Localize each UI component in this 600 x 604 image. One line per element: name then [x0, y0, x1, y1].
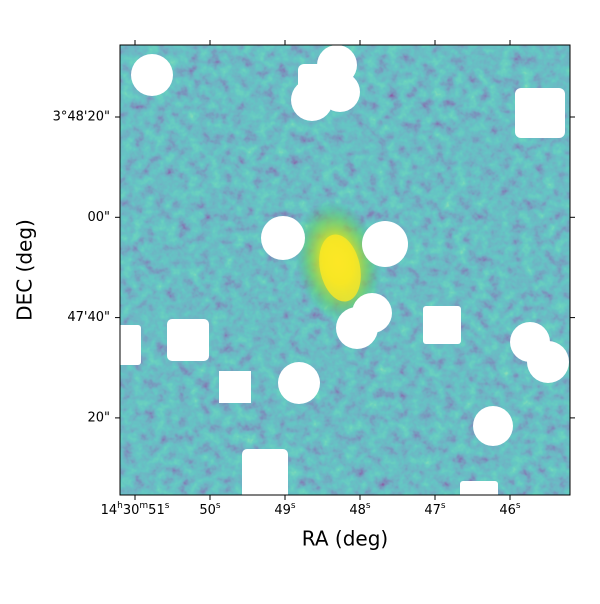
image [120, 45, 570, 495]
y-tick-label: 20" [87, 410, 110, 425]
x-tick-label: 47s [424, 501, 446, 518]
y-axis-label: DEC (deg) [13, 219, 37, 321]
y-tick-label: 47'40" [67, 310, 110, 325]
x-tick-label: 49s [274, 501, 296, 518]
x-axis-label: RA (deg) [302, 527, 388, 551]
x-tick-label: 48s [349, 501, 371, 518]
x-tick-label: 50s [199, 501, 221, 518]
x-tick-label: 14h30m51s [101, 501, 170, 518]
masks [120, 45, 569, 495]
y-tick-label: 3°48'20" [53, 110, 110, 125]
y-tick-label: 00" [87, 210, 110, 225]
frame [119, 44, 571, 496]
x-tick-label: 46s [499, 501, 521, 518]
